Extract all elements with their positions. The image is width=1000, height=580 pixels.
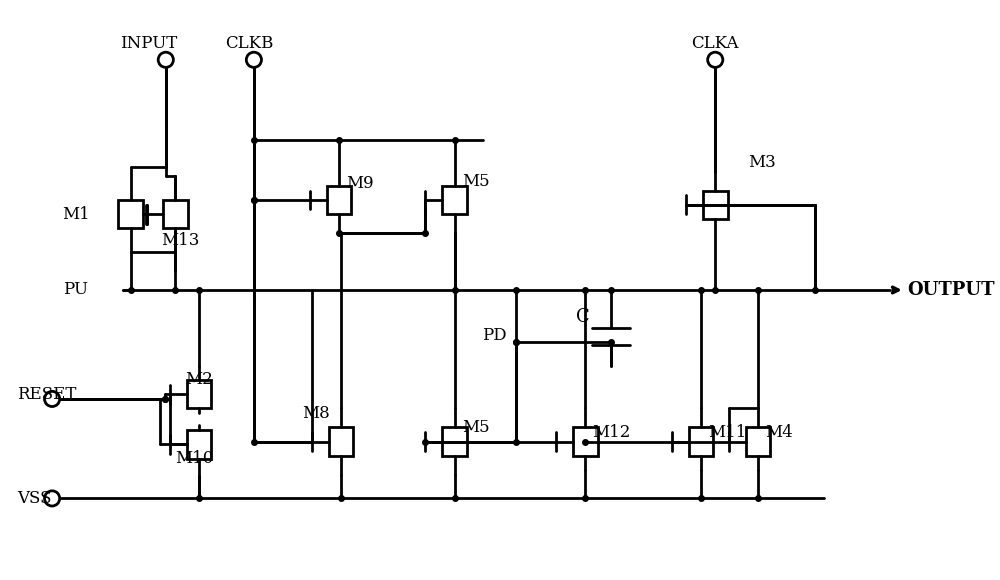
Bar [442, 186, 467, 214]
Bar [573, 427, 598, 456]
Bar [187, 430, 211, 459]
Bar [327, 186, 351, 214]
Text: M12: M12 [592, 423, 630, 441]
Bar [329, 427, 353, 456]
Text: M1: M1 [62, 206, 90, 223]
Text: INPUT: INPUT [120, 35, 177, 52]
Bar [163, 200, 188, 229]
Bar [746, 427, 770, 456]
Text: M8: M8 [302, 405, 330, 422]
Text: PD: PD [482, 327, 507, 344]
Text: OUTPUT: OUTPUT [908, 281, 995, 299]
Text: M5: M5 [462, 419, 490, 436]
Bar [689, 427, 713, 456]
Text: C: C [576, 307, 589, 325]
Bar [187, 380, 211, 408]
Bar [703, 190, 728, 219]
Text: PU: PU [63, 281, 88, 299]
Text: RESET: RESET [17, 386, 76, 403]
Text: M4: M4 [765, 423, 793, 441]
Text: M10: M10 [175, 450, 214, 467]
Text: M13: M13 [161, 232, 199, 249]
Text: M9: M9 [346, 175, 373, 193]
Text: CLKA: CLKA [691, 35, 739, 52]
Text: VSS: VSS [17, 490, 52, 507]
Bar [442, 427, 467, 456]
Bar [118, 200, 143, 229]
Text: M11: M11 [709, 423, 747, 441]
Text: M5: M5 [462, 173, 490, 190]
Text: M3: M3 [748, 154, 776, 171]
Text: CLKB: CLKB [225, 35, 273, 52]
Text: M2: M2 [185, 372, 212, 389]
